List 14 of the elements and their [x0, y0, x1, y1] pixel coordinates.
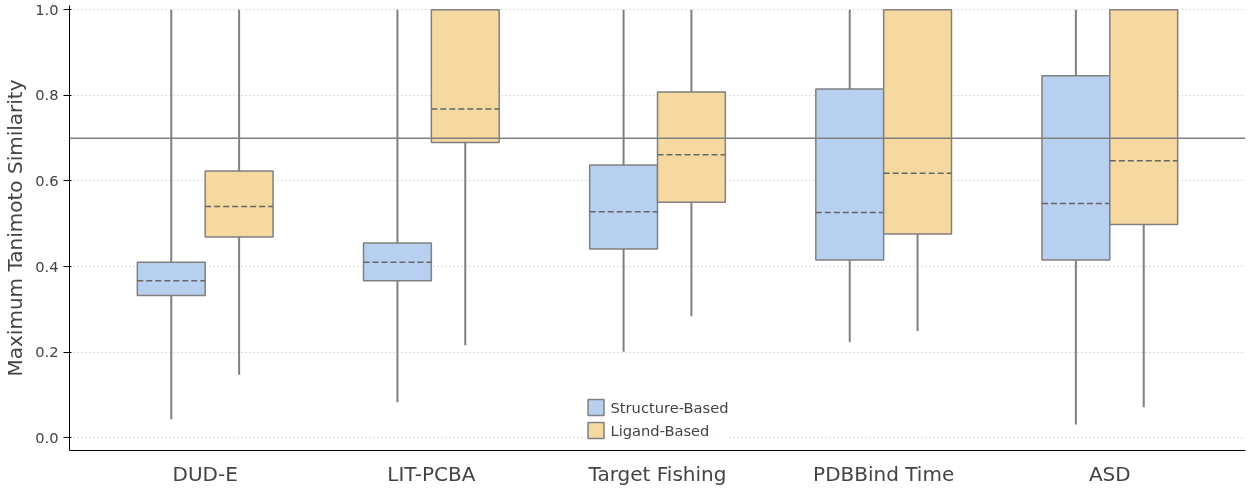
x-tick-label: DUD-E: [172, 461, 238, 486]
y-axis-title: Maximum Tanimoto Similarity: [3, 79, 28, 377]
x-tick-label: Target Fishing: [587, 461, 727, 486]
y-tick-label: 1.0: [35, 0, 59, 18]
legend-label: Structure-Based: [610, 398, 729, 416]
y-tick-label: 0.0: [35, 428, 59, 446]
legend-label: Ligand-Based: [610, 421, 710, 439]
y-tick-label: 0.2: [35, 343, 59, 361]
y-tick-label: 0.4: [35, 257, 59, 275]
x-tick-label: LIT-PCBA: [387, 461, 476, 486]
y-tick-label: 0.6: [35, 171, 59, 189]
x-tick-label: ASD: [1088, 461, 1131, 486]
x-tick-label: PDBBind Time: [813, 461, 955, 486]
y-tick-label: 0.8: [35, 86, 59, 104]
